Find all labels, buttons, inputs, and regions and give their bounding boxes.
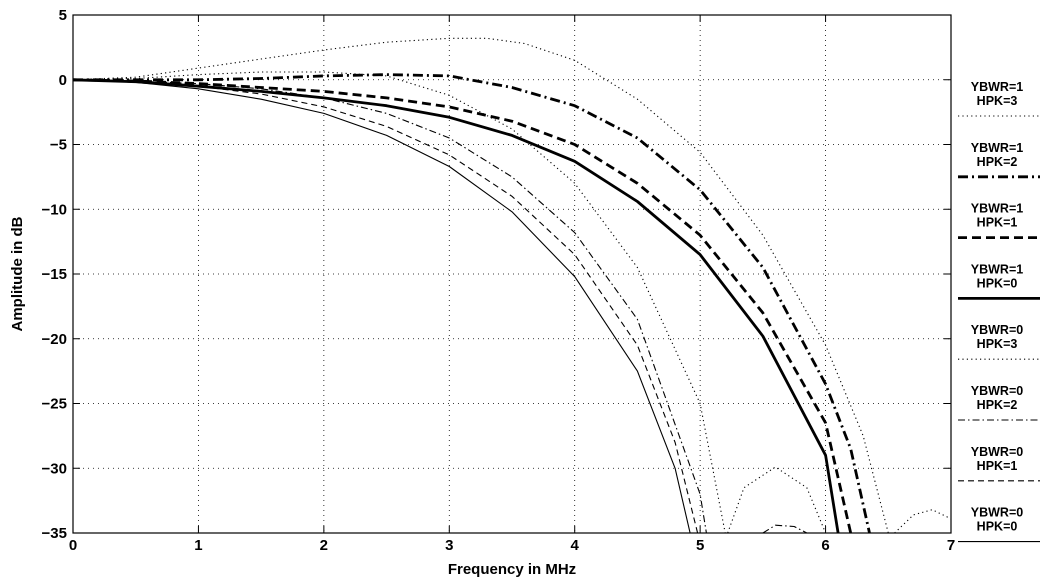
legend-label-ybwr-1-hpk-1: YBWR=1 [971, 202, 1023, 216]
legend-label-ybwr-1-hpk-2: HPK=2 [977, 155, 1018, 169]
series-line-ybwr-1-hpk-3 [73, 37, 889, 533]
x-axis-label: Frequency in MHz [448, 561, 576, 578]
x-tick-label: 6 [821, 537, 829, 554]
y-tick-label: −25 [42, 396, 67, 413]
legend-label-ybwr-0-hpk-3: HPK=3 [977, 337, 1018, 351]
series-line-ybwr-0-hpk-0 [73, 79, 691, 533]
grid-lines [73, 15, 951, 533]
series-line-ybwr-1-hpk-1 [73, 78, 853, 533]
legend-label-ybwr-1-hpk-0: HPK=0 [977, 276, 1018, 290]
axis-ticks: 0 1 2 3 4 5 6 7 5 0 −5 −10 −15 −20 −25 −30 −35 [42, 7, 956, 554]
legend-label-ybwr-1-hpk-3: YBWR=1 [971, 80, 1023, 94]
series-line-ybwr-0-hpk-2 [73, 79, 707, 533]
x-tick-label: 3 [445, 537, 453, 554]
y-tick-label: −5 [50, 137, 67, 154]
x-tick-label: 0 [69, 537, 77, 554]
x-tick-label: 1 [194, 537, 202, 554]
x-tick-label: 5 [696, 537, 704, 554]
series-line-ybwr-1-hpk-3 [894, 509, 951, 533]
series-line-ybwr-1-hpk-0 [73, 78, 840, 533]
y-tick-label: 0 [59, 72, 67, 89]
legend-label-ybwr-0-hpk-2: YBWR=0 [971, 384, 1023, 398]
x-tick-label: 7 [947, 537, 955, 554]
series-line-ybwr-0-hpk-2 [762, 524, 808, 533]
plot-frame [72, 14, 952, 534]
series-line-ybwr-1-hpk-2 [73, 73, 871, 533]
legend-label-ybwr-1-hpk-1: HPK=1 [977, 216, 1018, 230]
y-tick-label: −10 [42, 201, 67, 218]
legend: YBWR=1HPK=3YBWR=1HPK=2YBWR=1HPK=1YBWR=1H… [958, 80, 1040, 543]
legend-label-ybwr-0-hpk-1: HPK=1 [977, 459, 1018, 473]
legend-label-ybwr-1-hpk-0: YBWR=1 [971, 262, 1023, 276]
legend-label-ybwr-0-hpk-0: HPK=0 [977, 520, 1018, 534]
legend-label-ybwr-0-hpk-3: YBWR=0 [971, 323, 1023, 337]
series-line-ybwr-0-hpk-1 [73, 79, 699, 533]
legend-label-ybwr-0-hpk-2: HPK=2 [977, 398, 1018, 412]
series-line-ybwr-0-hpk-3 [727, 466, 827, 533]
series-lines [73, 37, 951, 533]
legend-label-ybwr-1-hpk-2: YBWR=1 [971, 141, 1023, 155]
y-tick-label: −30 [42, 460, 67, 477]
x-tick-label: 4 [571, 537, 580, 554]
legend-label-ybwr-0-hpk-1: YBWR=0 [971, 445, 1023, 459]
y-axis-label: Amplitude in dB [9, 216, 26, 331]
legend-label-ybwr-0-hpk-0: YBWR=0 [971, 506, 1023, 520]
x-tick-label: 2 [320, 537, 328, 554]
legend-label-ybwr-1-hpk-3: HPK=3 [977, 94, 1018, 108]
y-tick-label: −20 [42, 331, 67, 348]
y-tick-label: −15 [42, 266, 67, 283]
series-line-ybwr-0-hpk-3 [73, 71, 726, 533]
y-tick-label: −35 [42, 525, 67, 542]
y-tick-label: 5 [59, 7, 67, 24]
